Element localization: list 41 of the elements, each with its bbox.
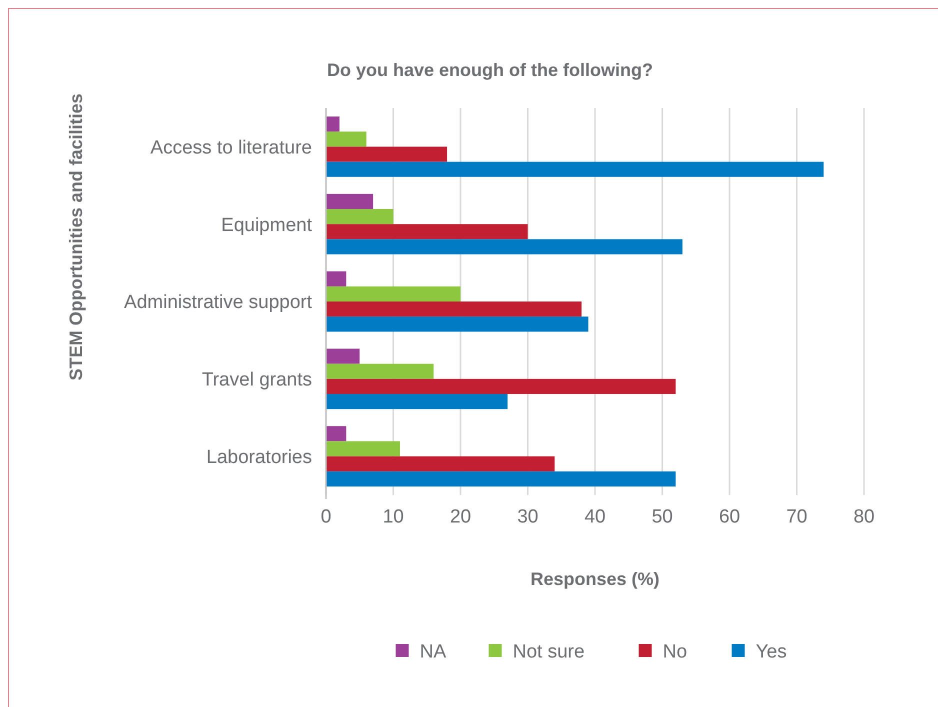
x-tick-label: 0 [320,506,332,528]
chart-title: Do you have enough of the following? [327,60,653,80]
x-axis-title: Responses (%) [530,569,660,589]
bar [326,456,555,472]
bar [326,224,528,240]
legend-label: Not sure [512,642,585,663]
bar [326,471,676,486]
x-tick-label: 60 [718,506,740,528]
bar [326,441,400,456]
bar [326,116,340,132]
y-tick-label: Access to literature [150,137,312,158]
bar [326,194,374,210]
bar [326,286,460,302]
y-tick-label: Travel grants [202,370,312,391]
x-tick-label: 10 [382,506,404,528]
bar [326,378,676,394]
legend-label: No [662,642,688,663]
bar [326,239,682,254]
bar [326,209,394,224]
bar [326,426,346,442]
x-tick-label: 80 [853,506,875,528]
y-tick-label: Administrative support [124,292,313,314]
x-tick-label: 20 [450,506,472,528]
bar [326,271,346,286]
bar [326,348,360,364]
y-axis-title: STEM Opportunities and facilities [66,93,86,381]
x-tick-label: 50 [652,506,673,528]
bar [326,302,582,317]
bar [326,162,824,177]
y-tick-label: Laboratories [206,446,312,468]
legend-label: NA [420,642,446,663]
bar [326,146,448,162]
bar [326,394,508,410]
bar [326,316,588,332]
x-tick-label: 40 [584,506,606,528]
y-tick-label: Equipment [221,214,313,236]
x-tick-label: 70 [786,506,808,528]
x-tick-label: 30 [517,506,538,528]
bar [326,132,366,147]
legend-label: Yes [756,642,787,663]
bar [326,364,434,379]
